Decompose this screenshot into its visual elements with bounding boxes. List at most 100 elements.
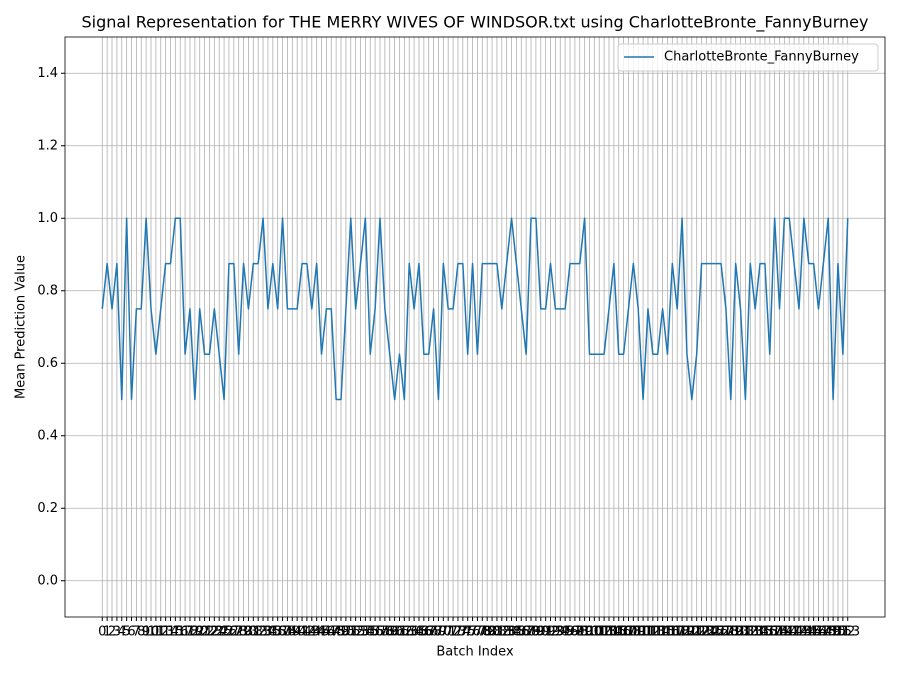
x-tick-label: 54 <box>357 625 374 640</box>
plot-area <box>101 217 849 401</box>
x-tick-label: 108 <box>616 625 641 640</box>
x-tick-label: 8 <box>137 625 145 640</box>
x-tick-label: 111 <box>631 625 656 640</box>
x-tick-label: 151 <box>826 625 851 640</box>
x-tick-label: 30 <box>240 625 257 640</box>
x-tick-label: 60 <box>386 625 403 640</box>
x-tick-label: 139 <box>767 625 792 640</box>
x-tick-label: 112 <box>636 625 661 640</box>
x-tick-label: 75 <box>459 625 476 640</box>
x-tick-label: 23 <box>206 625 223 640</box>
y-tick-label: 1.4 <box>37 66 58 81</box>
x-tick-label: 110 <box>626 625 651 640</box>
x-tick-label: 12 <box>152 625 169 640</box>
legend: CharlotteBronte_FannyBurney <box>617 43 879 72</box>
x-tick-label: 14 <box>162 625 179 640</box>
x-tick-label: 118 <box>665 625 690 640</box>
x-tick-label: 95 <box>557 625 574 640</box>
x-tick-label: 113 <box>640 625 665 640</box>
x-tick-label: 103 <box>592 625 617 640</box>
x-tick-label: 68 <box>425 625 442 640</box>
x-tick-label: 70 <box>435 625 452 640</box>
chart-title: Signal Representation for THE MERRY WIVE… <box>82 13 869 33</box>
x-tick-label: 49 <box>333 625 350 640</box>
x-tick-label: 148 <box>811 625 836 640</box>
x-tick-label: 104 <box>597 625 622 640</box>
x-tick-label: 53 <box>352 625 369 640</box>
x-tick-label: 98 <box>571 625 588 640</box>
x-tick-label: 10 <box>143 625 160 640</box>
x-tick-label: 76 <box>464 625 481 640</box>
x-tick-label: 18 <box>182 625 199 640</box>
x-tick-label: 146 <box>801 625 826 640</box>
y-tick-label: 0.2 <box>37 501 58 516</box>
x-tick-label: 115 <box>650 625 675 640</box>
x-tick-label: 141 <box>777 625 802 640</box>
x-tick-label: 79 <box>479 625 496 640</box>
x-tick-label: 87 <box>518 625 535 640</box>
x-tick-label: 96 <box>562 625 579 640</box>
x-tick-label: 42 <box>299 625 316 640</box>
x-tick-label: 129 <box>718 625 743 640</box>
x-tick-label: 2 <box>108 625 116 640</box>
x-tick-label: 24 <box>211 625 228 640</box>
x-tick-label: 26 <box>221 625 238 640</box>
x-tick-label: 38 <box>279 625 296 640</box>
x-tick-label: 88 <box>523 625 540 640</box>
x-tick-label: 126 <box>704 625 729 640</box>
x-tick-label: 61 <box>391 625 408 640</box>
x-tick-label: 55 <box>362 625 379 640</box>
x-tick-label: 36 <box>269 625 286 640</box>
legend-label: CharlotteBronte_FannyBurney <box>664 50 859 65</box>
x-tick-label: 130 <box>723 625 748 640</box>
x-tick-label: 19 <box>187 625 204 640</box>
x-tick-label: 44 <box>308 625 325 640</box>
x-tick-label: 64 <box>406 625 423 640</box>
x-tick-label: 66 <box>416 625 433 640</box>
x-tick-label: 119 <box>670 625 695 640</box>
x-tick-label: 69 <box>430 625 447 640</box>
x-tick-label: 116 <box>655 625 680 640</box>
x-tick-label: 20 <box>191 625 208 640</box>
x-tick-label: 125 <box>699 625 724 640</box>
x-tick-label: 142 <box>782 625 807 640</box>
x-tick-label: 133 <box>738 625 763 640</box>
x-tick-label: 134 <box>743 625 768 640</box>
x-tick-label: 25 <box>216 625 233 640</box>
y-tick-label: 1.0 <box>37 211 58 226</box>
y-tick-label: 0.4 <box>37 428 58 443</box>
x-tick-label: 16 <box>172 625 189 640</box>
x-tick-label: 90 <box>533 625 550 640</box>
x-tick-label: 37 <box>274 625 291 640</box>
x-tick-label: 48 <box>328 625 345 640</box>
x-tick-label: 71 <box>440 625 457 640</box>
x-tick-label: 137 <box>757 625 782 640</box>
x-tick-label: 131 <box>728 625 753 640</box>
x-tick-label: 150 <box>821 625 846 640</box>
x-tick-label: 82 <box>494 625 511 640</box>
x-tick-label: 89 <box>528 625 545 640</box>
x-tick-label: 28 <box>230 625 247 640</box>
x-tick-label: 1 <box>103 625 111 640</box>
x-tick-label: 107 <box>611 625 636 640</box>
x-tick-label: 47 <box>323 625 340 640</box>
x-tick-label: 128 <box>714 625 739 640</box>
x-tick-label: 31 <box>245 625 262 640</box>
x-tick-label: 92 <box>542 625 559 640</box>
x-tick-label: 62 <box>396 625 413 640</box>
x-tick-label: 84 <box>503 625 520 640</box>
x-tick-label: 17 <box>177 625 194 640</box>
x-tick-label: 74 <box>455 625 472 640</box>
x-tick-label: 4 <box>118 625 126 640</box>
x-tick-label: 63 <box>401 625 418 640</box>
x-tick-label: 59 <box>381 625 398 640</box>
data-line <box>101 217 849 401</box>
x-tick-label: 35 <box>265 625 282 640</box>
x-tick-label: 149 <box>816 625 841 640</box>
x-tick-label: 127 <box>709 625 734 640</box>
x-tick-label: 105 <box>601 625 626 640</box>
x-tick-label: 97 <box>567 625 584 640</box>
x-tick-label: 21 <box>196 625 213 640</box>
x-tick-label: 72 <box>445 625 462 640</box>
x-tick-label: 135 <box>748 625 773 640</box>
